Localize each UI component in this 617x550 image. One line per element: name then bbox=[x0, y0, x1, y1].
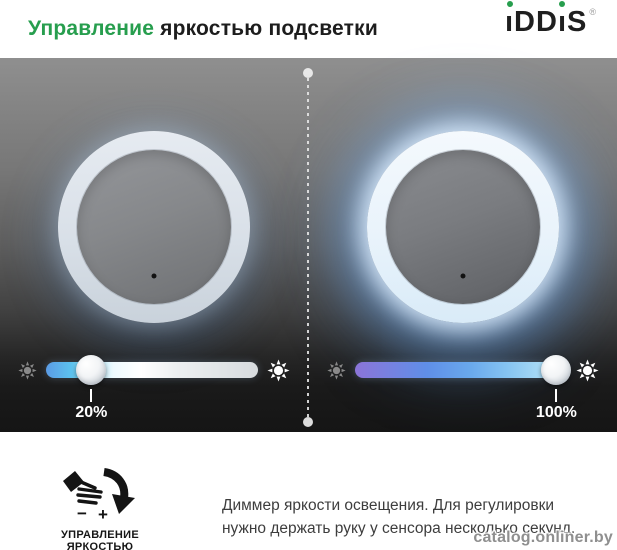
logo-letter-i: ı bbox=[504, 6, 515, 38]
touch-sensor-dot[interactable] bbox=[151, 273, 157, 279]
panel-dim: 20% bbox=[0, 58, 308, 432]
page-title-rest: яркостью подсветки bbox=[154, 17, 378, 40]
sun-bright-icon bbox=[267, 358, 290, 382]
page-title: Управление яркостью подсветки bbox=[28, 17, 378, 41]
logo-letter-d: D bbox=[514, 6, 536, 38]
minus-sign: − bbox=[77, 504, 87, 523]
logo-letter-i: ı bbox=[557, 6, 568, 38]
brightness-slider-bright: 100% bbox=[309, 354, 617, 421]
iddis-logo: ı D D ı S ® bbox=[504, 6, 597, 38]
hand-dimmer-gesture-icon: − + bbox=[63, 468, 135, 524]
footer: − + УПРАВЛЕНИЕ ЯРКОСТЬЮ Диммер яркости о… bbox=[0, 432, 617, 550]
gesture-caption-line2: ЯРКОСТЬЮ bbox=[66, 541, 134, 550]
dotted-divider-line bbox=[307, 78, 309, 417]
slider-knob[interactable] bbox=[76, 355, 107, 385]
slider-track[interactable]: 100% bbox=[355, 355, 577, 421]
registered-trademark-symbol: ® bbox=[589, 7, 597, 17]
brightness-value: 100% bbox=[535, 404, 577, 421]
mirror-bright bbox=[367, 131, 559, 323]
brightness-value: 20% bbox=[75, 404, 108, 421]
sun-bright-icon bbox=[576, 358, 599, 382]
brightness-control-feature: − + УПРАВЛЕНИЕ ЯРКОСТЬЮ bbox=[58, 466, 142, 550]
plus-sign: + bbox=[98, 505, 108, 524]
slider-track[interactable]: 20% bbox=[46, 355, 258, 421]
touch-sensor-dot[interactable] bbox=[460, 273, 466, 279]
page-title-accent: Управление bbox=[28, 17, 155, 40]
panel-bright: 100% bbox=[309, 58, 617, 432]
brightness-slider-dim: 20% bbox=[0, 354, 308, 421]
feature-description: Диммер яркости освещения. Для регулировк… bbox=[222, 497, 576, 537]
watermark: catalog.onliner.by bbox=[473, 529, 613, 546]
scene: 20% bbox=[0, 58, 617, 432]
mirror-face bbox=[77, 150, 231, 304]
sun-dim-icon bbox=[327, 360, 346, 380]
header: Управление яркостью подсветки ı D D ı S … bbox=[0, 0, 617, 58]
value-connector-line bbox=[555, 389, 558, 402]
gesture-caption-line1: УПРАВЛЕНИЕ bbox=[61, 529, 139, 541]
gesture-caption: УПРАВЛЕНИЕ ЯРКОСТЬЮ bbox=[61, 529, 139, 550]
mirror-dim bbox=[58, 131, 250, 323]
slider-knob[interactable] bbox=[541, 355, 572, 385]
value-connector-line bbox=[90, 389, 93, 402]
logo-letter-s: S bbox=[567, 6, 588, 38]
slider-knob-wrap: 20% bbox=[75, 355, 107, 421]
logo-letter-d: D bbox=[536, 6, 558, 38]
slider-knob-wrap: 100% bbox=[536, 355, 577, 421]
sun-dim-icon bbox=[18, 360, 37, 380]
mirror-face bbox=[386, 150, 540, 304]
